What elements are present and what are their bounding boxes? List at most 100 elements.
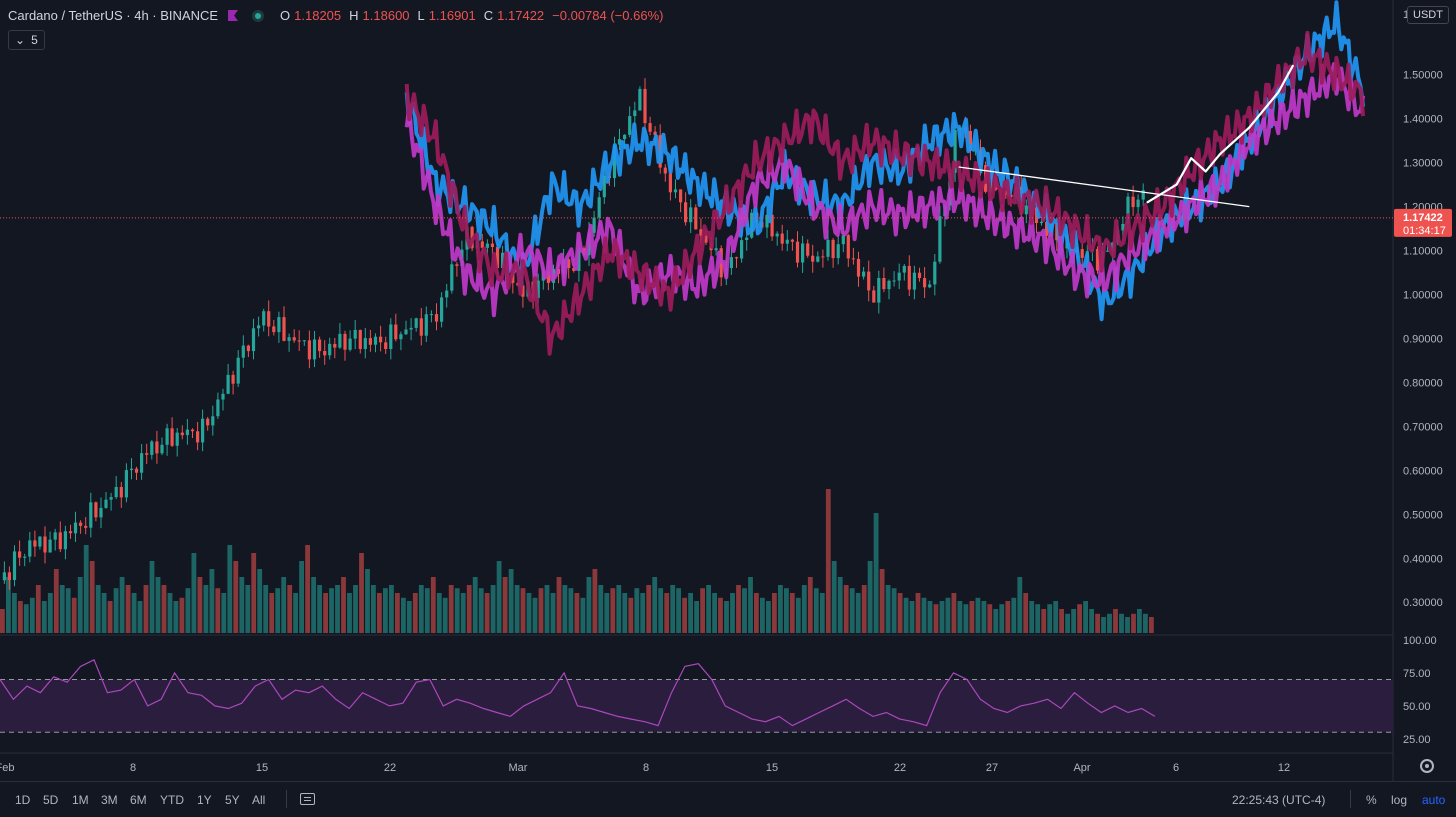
timeframe-1y-button[interactable]: 1Y <box>197 793 212 807</box>
volume-bar <box>831 561 837 633</box>
candle-body <box>175 432 179 446</box>
candle-body <box>1004 191 1008 195</box>
volume-bar <box>1125 617 1130 633</box>
candle-body <box>450 264 454 291</box>
candle-body <box>333 343 337 348</box>
volume-bar <box>209 569 215 633</box>
candle-body <box>226 374 230 394</box>
volume-bar <box>442 597 448 633</box>
candle-body <box>831 239 835 259</box>
timeframe-1m-button[interactable]: 1M <box>72 793 89 807</box>
volume-bar <box>1023 593 1029 633</box>
candle-body <box>882 278 886 290</box>
volume-bar <box>436 593 442 633</box>
clock-readout[interactable]: 22:25:43 (UTC-4) <box>1232 793 1326 807</box>
candle-body <box>124 470 128 498</box>
y-tick-label: 0.80000 <box>1403 377 1443 389</box>
symbol-title[interactable]: Cardano / TetherUS · 4h · BINANCE <box>8 8 219 23</box>
volume-bar <box>401 597 406 633</box>
gear-icon[interactable] <box>1420 759 1434 773</box>
volume-bar <box>29 597 35 633</box>
volume-bar <box>233 561 239 633</box>
timeframe-6m-button[interactable]: 6M <box>130 793 147 807</box>
candle-body <box>740 240 744 259</box>
candle-body <box>933 261 937 285</box>
timeframe-1d-button[interactable]: 1D <box>15 793 31 807</box>
x-tick-label: 8 <box>643 762 649 774</box>
volume-bar <box>819 593 825 633</box>
candle-body <box>323 351 327 356</box>
candle-body <box>806 243 810 256</box>
timeframe-5y-button[interactable]: 5Y <box>225 793 240 807</box>
volume-bar <box>640 593 646 633</box>
y-tick-label: 0.30000 <box>1403 597 1443 609</box>
volume-bar <box>221 593 227 633</box>
volume-bar <box>167 593 173 633</box>
timeframe-all-button[interactable]: All <box>252 793 266 807</box>
candle-body <box>968 131 972 151</box>
candle-body <box>104 499 108 508</box>
date-range-icon[interactable] <box>300 793 315 805</box>
studies-toggle-button[interactable]: ⌄ 5 <box>8 30 45 50</box>
volume-bar <box>95 585 101 633</box>
candle-body <box>196 431 200 443</box>
bottom-toolbar: 1D 5D 1M 3M 6M YTD 1Y 5Y All 22:25:43 (U… <box>0 781 1456 817</box>
flag-icon[interactable] <box>228 10 239 21</box>
timeframe-ytd-button[interactable]: YTD <box>160 793 184 807</box>
candle-body <box>567 259 571 268</box>
currency-button[interactable]: USDT <box>1407 6 1449 24</box>
timeframe-3m-button[interactable]: 3M <box>101 793 118 807</box>
volume-bar <box>65 588 71 633</box>
candle-body <box>872 290 876 303</box>
auto-scale-button[interactable]: auto <box>1422 793 1446 807</box>
candle-body <box>2 572 6 581</box>
volume-bar <box>329 588 334 633</box>
volume-bar <box>562 585 568 633</box>
volume-bar <box>472 577 478 633</box>
volume-bar <box>287 585 293 633</box>
y-tick-label: 1 <box>1403 9 1409 21</box>
candle-body <box>140 453 144 473</box>
candle-body <box>185 429 189 436</box>
candle-body <box>353 329 357 339</box>
volume-bar <box>664 593 670 633</box>
percent-scale-button[interactable]: % <box>1366 793 1377 807</box>
candle-body <box>165 428 169 445</box>
candle-body <box>338 333 342 348</box>
volume-bar <box>383 588 388 633</box>
candle-body <box>765 214 769 228</box>
candle-body <box>699 229 703 236</box>
volume-bar <box>903 597 909 633</box>
log-scale-button[interactable]: log <box>1391 793 1408 807</box>
candle-body <box>501 252 505 269</box>
last-price-label: 1.17422 <box>1403 212 1443 224</box>
volume-bar <box>490 585 496 633</box>
candle-body <box>495 247 500 269</box>
timeframe-5d-button[interactable]: 5D <box>43 793 59 807</box>
candle-body <box>440 297 444 322</box>
candle-body <box>343 333 347 350</box>
candle-body <box>328 343 332 356</box>
candle-body <box>94 502 98 518</box>
volume-bar <box>915 593 921 633</box>
volume-bar <box>1029 601 1035 633</box>
volume-bar <box>1149 617 1154 633</box>
candle-body <box>617 139 622 145</box>
candle-body <box>48 539 52 553</box>
volume-bar <box>1011 597 1017 633</box>
candle-body <box>201 418 205 443</box>
last-price-badge <box>1394 208 1452 237</box>
volume-bar <box>1005 601 1011 633</box>
candle-body <box>246 345 250 352</box>
candle-body <box>856 258 861 277</box>
volume-bar <box>867 561 873 633</box>
y-tick-label: 1.30000 <box>1403 158 1443 170</box>
countdown-label: 01:34:17 <box>1403 225 1446 237</box>
candle-body <box>923 278 927 288</box>
volume-bar <box>41 601 47 633</box>
volume-bar <box>454 588 460 633</box>
candle-body <box>902 265 906 273</box>
candle-body <box>257 325 261 329</box>
candle-body <box>180 432 184 436</box>
